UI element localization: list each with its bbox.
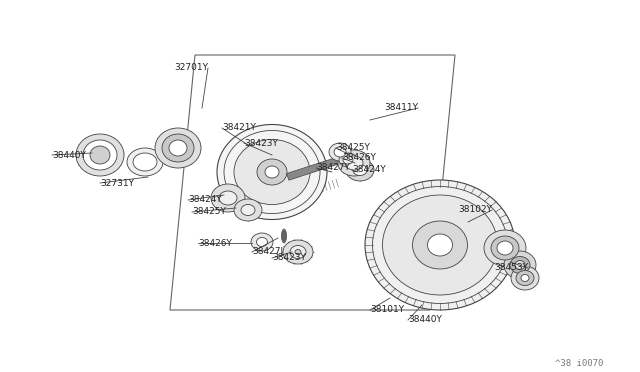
Ellipse shape [334,147,346,157]
Ellipse shape [241,205,255,215]
Ellipse shape [484,230,526,266]
Ellipse shape [346,159,374,181]
Ellipse shape [83,140,117,170]
Text: 38440Y: 38440Y [408,315,442,324]
Text: 38421Y: 38421Y [222,124,256,132]
Ellipse shape [282,231,285,241]
Ellipse shape [219,191,237,205]
Ellipse shape [76,134,124,176]
Text: 38426Y: 38426Y [342,154,376,163]
Ellipse shape [353,164,367,176]
Ellipse shape [413,221,467,269]
Text: ^38 i0070: ^38 i0070 [555,359,604,369]
Text: 38440Y: 38440Y [52,151,86,160]
Ellipse shape [251,233,273,251]
Text: 38101Y: 38101Y [370,305,404,314]
Ellipse shape [295,250,301,254]
Ellipse shape [521,275,529,282]
FancyArrow shape [287,151,357,180]
Ellipse shape [234,199,262,221]
Ellipse shape [155,128,201,168]
Ellipse shape [257,159,287,185]
Text: 38424Y: 38424Y [188,196,221,205]
Text: 38427J: 38427J [252,247,283,257]
Ellipse shape [343,156,353,164]
Ellipse shape [365,180,515,310]
Ellipse shape [497,241,513,255]
Ellipse shape [428,234,452,256]
Ellipse shape [127,148,163,176]
Ellipse shape [290,246,306,259]
Ellipse shape [133,153,157,171]
Ellipse shape [169,140,187,156]
Text: 38453Y: 38453Y [494,263,528,273]
Text: 38424Y: 38424Y [352,166,386,174]
Ellipse shape [90,146,110,164]
Text: 38411Y: 38411Y [384,103,418,112]
Ellipse shape [383,195,497,295]
Ellipse shape [339,153,357,167]
Ellipse shape [511,266,539,290]
Ellipse shape [217,125,327,219]
Text: 38426Y: 38426Y [198,238,232,247]
Ellipse shape [329,143,351,161]
Ellipse shape [265,166,279,178]
Ellipse shape [234,140,310,205]
Text: 38423Y: 38423Y [244,138,278,148]
Text: 32701Y: 32701Y [174,64,208,73]
Ellipse shape [510,257,530,273]
Ellipse shape [211,184,245,212]
Ellipse shape [516,270,534,285]
Ellipse shape [504,251,536,279]
Ellipse shape [491,236,519,260]
Ellipse shape [257,237,268,247]
Ellipse shape [345,156,363,170]
Text: 38425Y: 38425Y [336,144,370,153]
Ellipse shape [515,260,525,269]
Text: 38423Y: 38423Y [272,253,306,263]
Text: 38425Y: 38425Y [192,208,226,217]
Text: 32731Y: 32731Y [100,179,134,187]
Text: 38102Y: 38102Y [458,205,492,215]
Ellipse shape [282,229,287,243]
Ellipse shape [162,134,194,162]
Ellipse shape [338,150,370,176]
Ellipse shape [283,240,313,264]
Text: 38427Y: 38427Y [316,164,350,173]
